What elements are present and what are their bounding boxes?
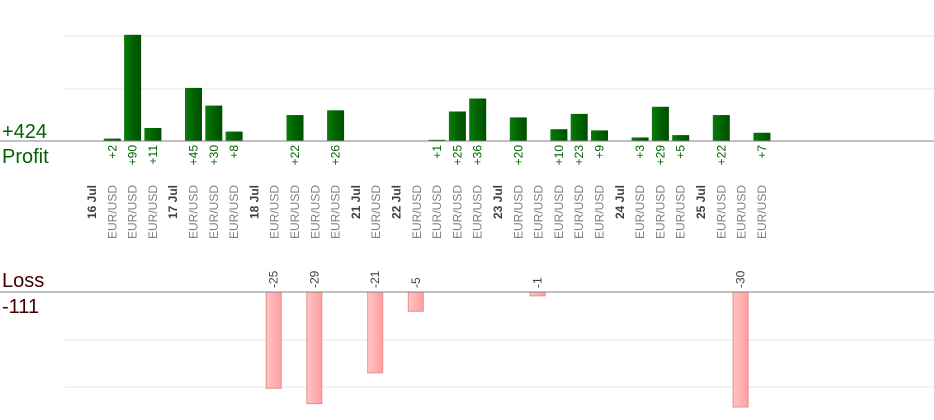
- bars: [103, 34, 771, 408]
- loss-value-label: -30: [734, 270, 748, 288]
- profit-value-label: +10: [552, 145, 566, 166]
- symbol-label: EUR/USD: [410, 185, 424, 239]
- profit-bar: [550, 129, 568, 141]
- profit-bar: [448, 111, 466, 141]
- profit-value-label: +20: [511, 145, 525, 166]
- profit-value-label: +30: [207, 145, 221, 166]
- profit-value-label: +22: [288, 145, 302, 166]
- loss-bar: [265, 291, 282, 389]
- profit-bar: [651, 106, 669, 141]
- symbol-label: EUR/USD: [329, 185, 343, 239]
- profit-bar: [509, 117, 527, 141]
- profit-bar: [185, 87, 202, 141]
- symbol-label: EUR/USD: [633, 185, 647, 239]
- profit-bar: [327, 110, 345, 141]
- gridlines: [65, 35, 934, 388]
- day-label: 22 Jul: [390, 185, 404, 219]
- day-label: 17 Jul: [166, 185, 180, 219]
- labels: 16 Jul 17 Jul 18 Jul 21 Jul 22 Jul 23 Jul 24 J…: [85, 145, 769, 288]
- profit-value-label: +45: [187, 145, 201, 166]
- loss-bar: [529, 291, 546, 297]
- profit-bar: [124, 34, 142, 141]
- profit-total: +424: [2, 121, 47, 143]
- profit-value-label: +11: [146, 145, 160, 165]
- loss-bar: [407, 291, 424, 312]
- profit-value-label: +26: [329, 145, 343, 166]
- profit-bar: [672, 135, 690, 141]
- loss-value-label: -25: [267, 270, 281, 288]
- profit-value-label: +8: [227, 145, 241, 159]
- symbol-label: EUR/USD: [105, 185, 119, 239]
- profit-bar: [469, 98, 487, 141]
- profit-value-label: +25: [450, 145, 464, 166]
- day-label: 18 Jul: [247, 185, 261, 219]
- profit-bar: [144, 128, 162, 141]
- loss-bar: [306, 291, 323, 405]
- symbol-label: EUR/USD: [653, 185, 667, 239]
- loss-title: Loss: [2, 270, 44, 292]
- profit-value-label: +29: [653, 145, 667, 166]
- profit-bar: [570, 113, 588, 141]
- symbol-label: EUR/USD: [714, 185, 728, 239]
- symbol-label: EUR/USD: [450, 185, 464, 239]
- day-label: 21 Jul: [349, 185, 363, 219]
- profit-bar: [103, 138, 121, 141]
- loss-value-label: -5: [409, 277, 423, 288]
- profit-value-label: +22: [714, 145, 728, 166]
- symbol-label: EUR/USD: [552, 185, 566, 239]
- loss-bar: [367, 291, 384, 374]
- profit-value-label: +9: [593, 145, 607, 159]
- profit-bar: [753, 132, 771, 141]
- symbol-label: EUR/USD: [308, 185, 322, 239]
- symbol-label: EUR/USD: [511, 185, 525, 239]
- loss-bar: [732, 291, 749, 408]
- symbol-label: EUR/USD: [227, 185, 241, 239]
- loss-value-label: -29: [307, 270, 321, 288]
- profit-bar: [225, 131, 243, 141]
- day-label: 25 Jul: [694, 185, 708, 219]
- profit-bar: [428, 139, 446, 141]
- symbol-label: EUR/USD: [288, 185, 302, 239]
- symbol-label: EUR/USD: [126, 185, 140, 239]
- symbol-label: EUR/USD: [430, 185, 444, 239]
- profit-bar: [205, 105, 223, 141]
- symbol-label: EUR/USD: [268, 185, 282, 239]
- day-label: 23 Jul: [491, 185, 505, 219]
- symbol-label: EUR/USD: [674, 185, 688, 239]
- profit-value-label: +5: [674, 145, 688, 159]
- loss-value-label: -21: [368, 270, 382, 288]
- symbol-label: EUR/USD: [532, 185, 546, 239]
- day-label: 16 Jul: [85, 185, 99, 219]
- symbol-label: EUR/USD: [187, 185, 201, 239]
- symbol-label: EUR/USD: [572, 185, 586, 239]
- profit-bar: [631, 137, 649, 141]
- symbol-label: EUR/USD: [735, 185, 749, 239]
- symbol-label: EUR/USD: [369, 185, 383, 239]
- profit-title: Profit: [2, 146, 49, 168]
- symbol-label: EUR/USD: [207, 185, 221, 239]
- axes: [0, 140, 934, 293]
- profit-value-label: +36: [471, 145, 485, 166]
- symbol-label: EUR/USD: [755, 185, 769, 239]
- symbol-label: EUR/USD: [146, 185, 160, 239]
- loss-value-label: -1: [531, 277, 545, 288]
- profit-value-label: +1: [430, 145, 444, 159]
- profit-bar: [591, 130, 608, 141]
- profit-bar: [286, 115, 304, 141]
- day-label: 24 Jul: [613, 185, 627, 219]
- symbol-label: EUR/USD: [593, 185, 607, 239]
- profit-value-label: +90: [126, 145, 140, 166]
- profit-bar: [712, 115, 730, 141]
- loss-total: -111: [2, 296, 39, 318]
- profit-value-label: +23: [572, 145, 586, 166]
- symbol-label: EUR/USD: [471, 185, 485, 239]
- profit-value-label: +7: [755, 145, 769, 159]
- profit-value-label: +3: [633, 145, 647, 159]
- profit-value-label: +2: [105, 145, 119, 159]
